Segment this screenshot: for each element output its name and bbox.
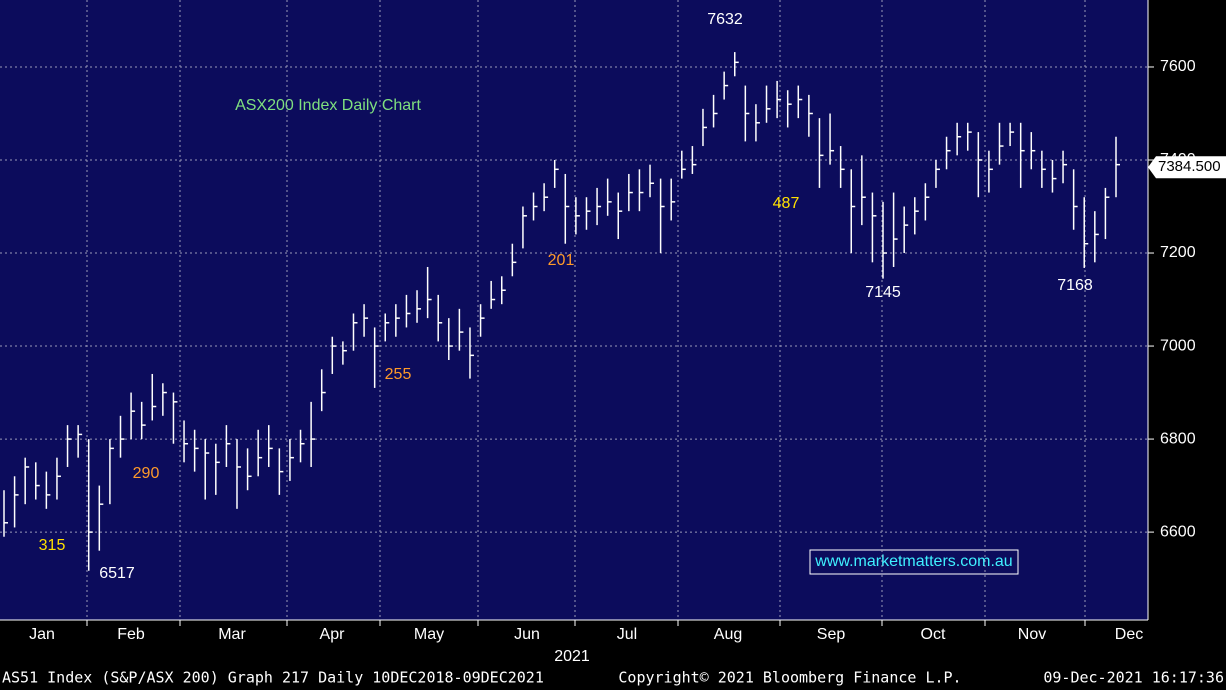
x-tick-label: Nov xyxy=(1018,626,1046,643)
x-tick-label: May xyxy=(414,626,444,643)
annotation: 315 xyxy=(39,537,66,554)
x-tick-label: Mar xyxy=(218,626,246,643)
watermark-box xyxy=(809,549,1019,575)
annotation: 7145 xyxy=(865,284,901,301)
x-tick-label: Aug xyxy=(714,626,742,643)
y-tick-label: 6600 xyxy=(1160,523,1196,540)
x-tick-label: Dec xyxy=(1115,626,1143,643)
watermark: www.marketmatters.com.au xyxy=(814,553,1012,570)
y-tick-label: 7600 xyxy=(1160,58,1196,75)
x-tick-label: Oct xyxy=(921,626,946,643)
x-tick-label: Sep xyxy=(817,626,846,643)
x-tick-label: Apr xyxy=(320,626,346,643)
x-axis-label: 2021 xyxy=(554,648,590,665)
annotation: 290 xyxy=(133,465,160,482)
last-price-label: 7384.500 xyxy=(1158,158,1221,175)
last-price-tag xyxy=(1148,156,1226,179)
annotation: 6517 xyxy=(99,565,135,582)
y-tick-label: 7000 xyxy=(1160,337,1196,354)
x-tick-label: Feb xyxy=(117,626,145,643)
y-tick-label: 7200 xyxy=(1160,244,1196,261)
x-tick-label: Jul xyxy=(617,626,637,643)
chart-title: ASX200 Index Daily Chart xyxy=(235,97,421,114)
annotation: 255 xyxy=(385,366,412,383)
annotation: 7632 xyxy=(707,11,743,28)
footer-center: Copyright© 2021 Bloomberg Finance L.P. xyxy=(618,669,961,687)
footer-left: AS51 Index (S&P/ASX 200) Graph 217 Daily… xyxy=(2,669,544,687)
annotation: 201 xyxy=(548,252,575,269)
x-tick-label: Jan xyxy=(29,626,55,643)
annotation: 7168 xyxy=(1057,277,1093,294)
annotation: 487 xyxy=(773,195,800,212)
plot-area xyxy=(0,0,1148,620)
x-tick-label: Jun xyxy=(514,626,540,643)
footer-right: 09-Dec-2021 16:17:36 xyxy=(1043,669,1224,687)
y-tick-label: 6800 xyxy=(1160,430,1196,447)
